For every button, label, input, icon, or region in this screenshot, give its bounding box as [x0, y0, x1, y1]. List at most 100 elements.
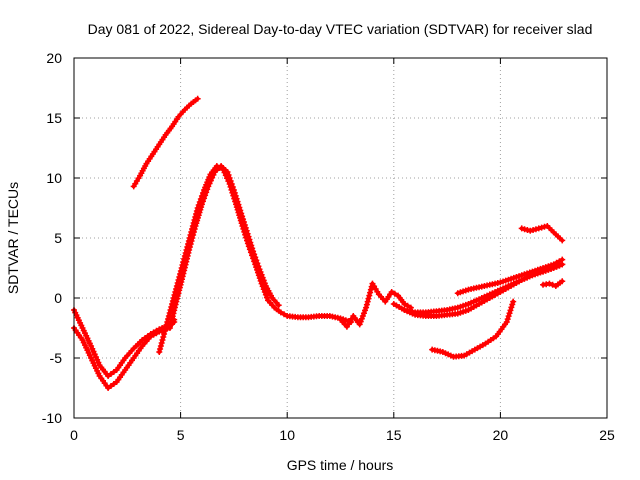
- data-point: [559, 237, 566, 244]
- data-point: [241, 221, 248, 228]
- data-point: [275, 302, 282, 309]
- data-point: [365, 295, 372, 302]
- data-point: [244, 230, 251, 237]
- data-point: [230, 187, 237, 193]
- y-tick-label: 20: [46, 50, 62, 66]
- data-point: [559, 261, 566, 268]
- y-tick-label: 10: [46, 170, 62, 186]
- series-arc-late-high: [518, 223, 566, 244]
- data-point: [233, 195, 240, 202]
- y-tick-label: -10: [42, 410, 62, 426]
- data-point: [157, 346, 164, 352]
- data-point: [530, 227, 537, 233]
- data-point: [240, 216, 247, 223]
- data-point: [232, 192, 239, 199]
- data-point: [235, 201, 242, 208]
- data-point: [538, 224, 545, 231]
- data-point: [157, 343, 164, 349]
- data-point: [521, 226, 528, 233]
- x-axis-title: GPS time / hours: [287, 457, 394, 473]
- data-point: [359, 313, 366, 319]
- x-tick-label: 10: [279, 427, 295, 443]
- data-point: [262, 291, 269, 298]
- y-axis-title: SDTVAR / TECUs: [5, 182, 21, 294]
- data-point: [503, 319, 510, 325]
- data-point: [506, 310, 513, 317]
- x-tick-label: 20: [493, 427, 509, 443]
- data-point: [156, 326, 163, 333]
- data-point: [556, 262, 563, 269]
- data-point: [546, 280, 553, 287]
- series-arc-afternoon-band-c: [401, 261, 566, 316]
- plot-frame: [73, 57, 608, 419]
- data-point: [508, 304, 515, 311]
- data-point: [366, 292, 373, 299]
- data-point: [190, 229, 197, 235]
- y-tick-label: 0: [54, 290, 62, 306]
- data-point: [238, 210, 245, 217]
- data-point: [156, 349, 163, 355]
- data-point: [357, 318, 364, 325]
- data-point: [194, 95, 201, 102]
- chart-title: Day 081 of 2022, Sidereal Day-to-day VTE…: [88, 21, 593, 37]
- data-point: [186, 244, 193, 250]
- data-point: [505, 313, 512, 320]
- x-tick-label: 15: [386, 427, 402, 443]
- data-point: [258, 271, 265, 278]
- data-point: [159, 337, 166, 343]
- data-point: [242, 224, 249, 231]
- data-point: [532, 226, 539, 233]
- data-point: [224, 169, 231, 175]
- data-point: [236, 204, 243, 211]
- y-tick-label: 15: [46, 110, 62, 126]
- data-point: [535, 225, 542, 232]
- series-line: [402, 262, 565, 315]
- data-point: [507, 307, 514, 314]
- data-point: [190, 232, 197, 238]
- data-point: [363, 304, 370, 311]
- series-arc-dip: [429, 298, 517, 360]
- series-arc-midday-noise: [337, 280, 414, 330]
- data-point: [249, 245, 256, 252]
- data-point: [161, 331, 168, 337]
- data-point: [161, 328, 168, 334]
- data-point: [253, 257, 260, 264]
- data-point: [237, 207, 244, 214]
- data-point: [509, 301, 516, 308]
- data-point: [202, 192, 209, 199]
- data-point: [248, 242, 255, 249]
- data-point: [245, 233, 252, 240]
- data-point: [510, 298, 517, 305]
- data-point: [201, 195, 208, 202]
- data-point: [254, 260, 261, 267]
- data-point: [367, 289, 374, 296]
- data-point: [277, 309, 284, 316]
- data-point: [160, 334, 167, 340]
- series-arc-rising: [130, 95, 201, 190]
- x-tick-label: 25: [599, 427, 615, 443]
- data-point: [504, 316, 511, 323]
- data-point: [250, 248, 257, 255]
- data-point: [189, 235, 196, 241]
- data-point: [281, 311, 288, 318]
- data-point: [550, 265, 557, 271]
- data-point: [388, 289, 395, 295]
- data-point: [358, 315, 365, 322]
- data-point: [199, 198, 206, 205]
- data-point: [256, 266, 263, 273]
- data-point: [243, 227, 250, 234]
- data-point: [204, 186, 211, 193]
- data-point: [257, 269, 264, 275]
- data-point: [240, 219, 247, 226]
- data-point: [226, 175, 233, 181]
- data-point: [559, 278, 566, 285]
- data-point: [227, 178, 234, 184]
- data-point: [391, 290, 398, 297]
- data-point: [261, 280, 268, 287]
- data-point: [518, 225, 525, 232]
- data-point: [188, 238, 195, 244]
- data-point: [401, 301, 408, 307]
- data-series: [71, 95, 566, 391]
- data-point: [524, 227, 531, 233]
